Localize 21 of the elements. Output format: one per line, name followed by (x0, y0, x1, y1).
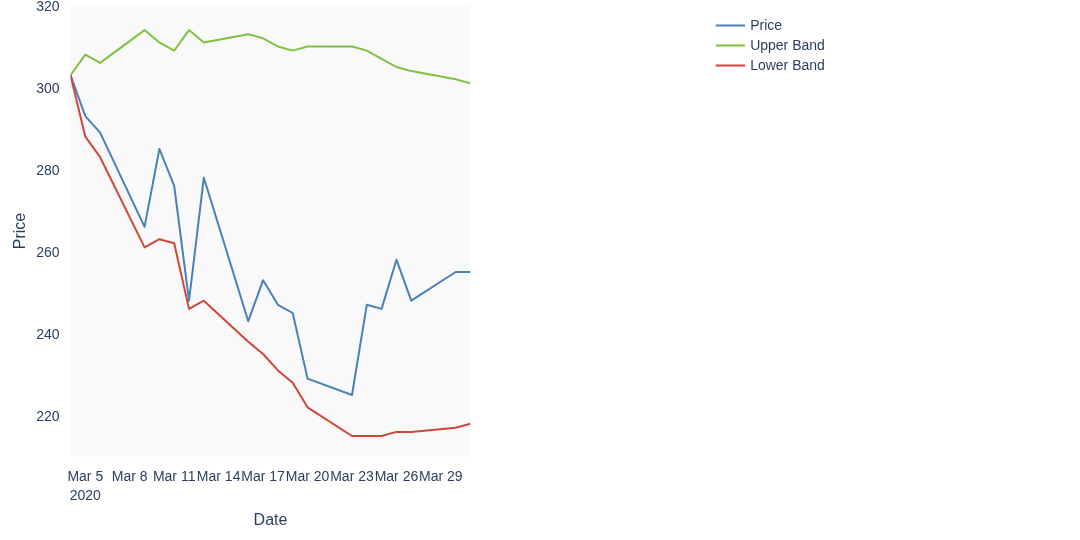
legend-label: Lower Band (750, 57, 825, 73)
x-tick-label: Mar 5 2020 (67, 467, 104, 503)
x-tick-label: Mar 26 (374, 467, 419, 484)
y-tick-label: 320 (36, 0, 60, 14)
x-tick-label: Mar 23 (330, 467, 374, 484)
x-tick-label: Mar 20 (285, 467, 330, 484)
y-tick-label: 220 (36, 407, 60, 424)
legend-label: Upper Band (750, 37, 825, 53)
y-tick-label: 300 (36, 79, 60, 96)
y-axis-title: Price (11, 212, 29, 250)
x-tick-label: Mar 17 (241, 467, 286, 484)
x-axis-title: Date (253, 510, 288, 528)
y-tick-label: 280 (36, 161, 60, 178)
y-tick-label: 240 (36, 325, 60, 342)
legend-label: Price (750, 17, 783, 33)
x-tick-label: Mar 14 (196, 467, 241, 484)
x-tick-label: Mar 11 (152, 467, 196, 484)
x-tick-label: Mar 29 (419, 467, 463, 484)
x-tick-label: Mar 8 (111, 467, 148, 484)
line-series (70, 29, 471, 85)
y-tick-label: 260 (36, 243, 60, 260)
